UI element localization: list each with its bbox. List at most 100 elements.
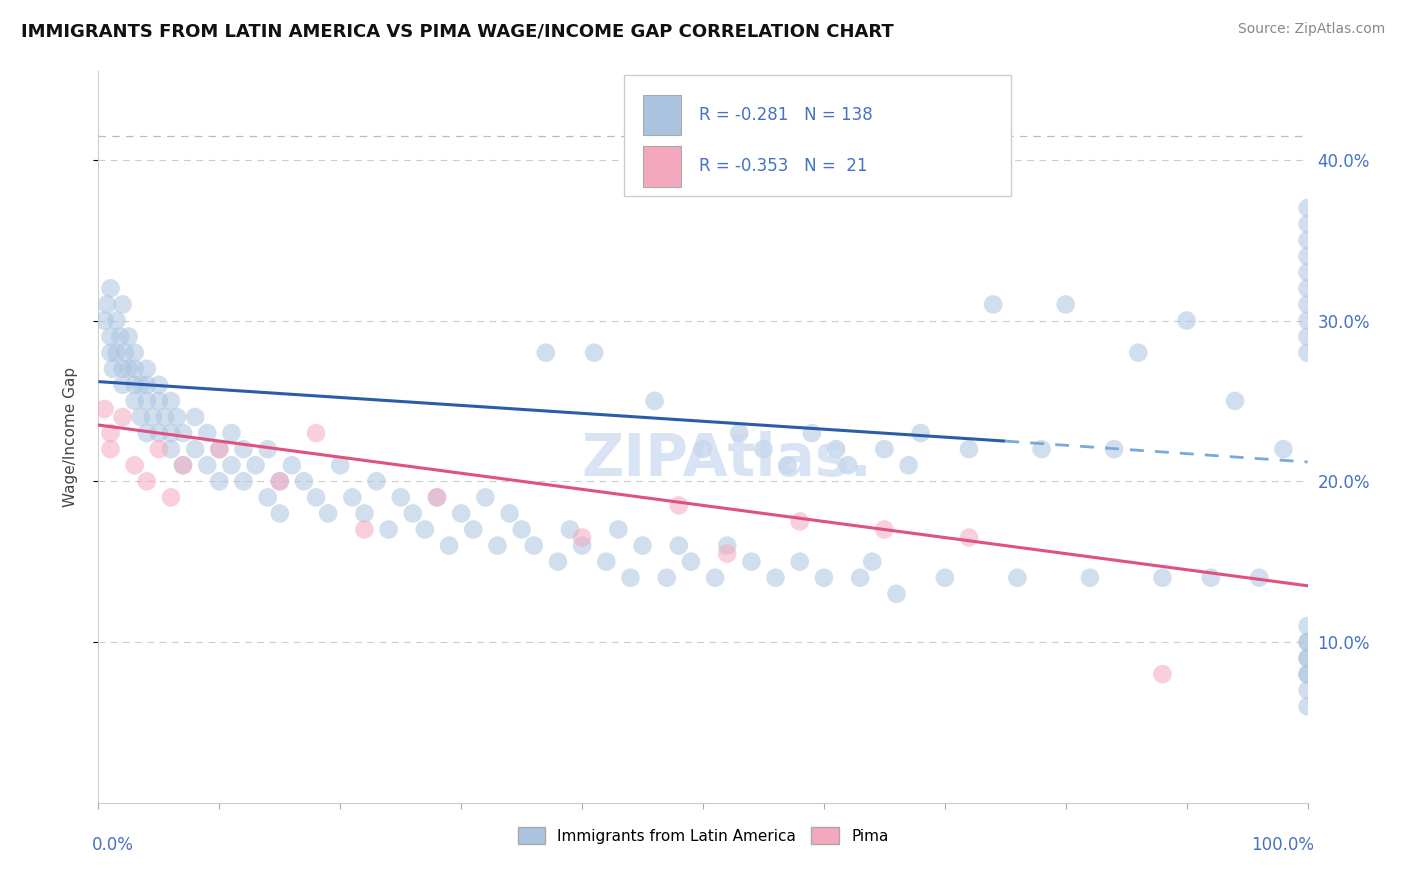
Point xyxy=(1296,265,1319,279)
Point xyxy=(873,442,896,457)
Point xyxy=(329,458,352,473)
Point xyxy=(1223,393,1246,408)
Point xyxy=(402,507,425,521)
Text: IMMIGRANTS FROM LATIN AMERICA VS PIMA WAGE/INCOME GAP CORRELATION CHART: IMMIGRANTS FROM LATIN AMERICA VS PIMA WA… xyxy=(21,22,894,40)
Text: R = -0.353   N =  21: R = -0.353 N = 21 xyxy=(699,158,868,176)
Point xyxy=(353,507,375,521)
Point xyxy=(800,425,823,440)
Point xyxy=(571,531,593,545)
Point xyxy=(105,313,128,327)
Point xyxy=(1296,619,1319,633)
Point xyxy=(1296,651,1319,665)
Point xyxy=(1175,313,1198,327)
Point xyxy=(860,555,883,569)
Point xyxy=(172,458,194,473)
Point xyxy=(172,425,194,440)
Point xyxy=(269,507,291,521)
Point xyxy=(1152,667,1174,681)
Point xyxy=(166,409,188,424)
Point xyxy=(124,393,146,408)
Point xyxy=(232,475,254,489)
Point xyxy=(897,458,920,473)
Point xyxy=(1296,201,1319,215)
Point xyxy=(704,571,727,585)
Point xyxy=(679,555,702,569)
Point xyxy=(534,345,557,359)
Point xyxy=(1152,571,1174,585)
Point xyxy=(1296,635,1319,649)
Point xyxy=(377,523,399,537)
Point xyxy=(111,297,134,311)
Point xyxy=(426,491,449,505)
Point xyxy=(1031,442,1053,457)
Point xyxy=(1199,571,1222,585)
Point xyxy=(281,458,304,473)
Point xyxy=(413,523,436,537)
Point xyxy=(100,345,122,359)
Point xyxy=(607,523,630,537)
Text: 100.0%: 100.0% xyxy=(1250,836,1313,854)
Point xyxy=(305,491,328,505)
Point xyxy=(1296,217,1319,231)
Point xyxy=(135,425,157,440)
Point xyxy=(108,329,131,343)
Point xyxy=(547,555,569,569)
Point xyxy=(160,491,183,505)
Point xyxy=(1296,667,1319,681)
Point xyxy=(813,571,835,585)
Point xyxy=(716,547,738,561)
Text: ZIPAtlas.: ZIPAtlas. xyxy=(582,431,873,488)
Point xyxy=(1296,329,1319,343)
Point xyxy=(668,499,690,513)
Point xyxy=(631,539,654,553)
Point xyxy=(1296,249,1319,263)
Text: R = -0.281   N = 138: R = -0.281 N = 138 xyxy=(699,106,873,124)
Point xyxy=(105,345,128,359)
Point xyxy=(886,587,908,601)
Point xyxy=(245,458,267,473)
Point xyxy=(184,409,207,424)
Point xyxy=(789,555,811,569)
Point xyxy=(474,491,496,505)
Point xyxy=(1296,345,1319,359)
Point xyxy=(256,442,278,457)
Point xyxy=(221,425,243,440)
Bar xyxy=(643,95,682,136)
Point xyxy=(1296,297,1319,311)
Point xyxy=(740,555,762,569)
Point xyxy=(124,361,146,376)
Point xyxy=(716,539,738,553)
Point xyxy=(765,571,787,585)
Point xyxy=(837,458,859,473)
Point xyxy=(153,409,176,424)
Point xyxy=(148,377,170,392)
Point xyxy=(342,491,364,505)
FancyBboxPatch shape xyxy=(624,75,1011,195)
Point xyxy=(135,393,157,408)
Point xyxy=(957,531,980,545)
Point xyxy=(124,377,146,392)
Point xyxy=(595,555,617,569)
Point xyxy=(1007,571,1029,585)
Y-axis label: Wage/Income Gap: Wage/Income Gap xyxy=(63,367,77,508)
Point xyxy=(124,458,146,473)
Point xyxy=(135,361,157,376)
Point xyxy=(825,442,848,457)
Point xyxy=(1102,442,1125,457)
Point xyxy=(124,345,146,359)
Point xyxy=(692,442,714,457)
Point xyxy=(1296,635,1319,649)
Point xyxy=(160,393,183,408)
Point xyxy=(195,425,218,440)
Point xyxy=(849,571,872,585)
Point xyxy=(148,442,170,457)
Point xyxy=(366,475,388,489)
Point xyxy=(100,329,122,343)
Legend: Immigrants from Latin America, Pima: Immigrants from Latin America, Pima xyxy=(512,822,894,850)
Point xyxy=(129,409,152,424)
Point xyxy=(728,425,751,440)
Point xyxy=(114,345,136,359)
Point xyxy=(148,425,170,440)
Point xyxy=(208,475,231,489)
Point xyxy=(129,377,152,392)
